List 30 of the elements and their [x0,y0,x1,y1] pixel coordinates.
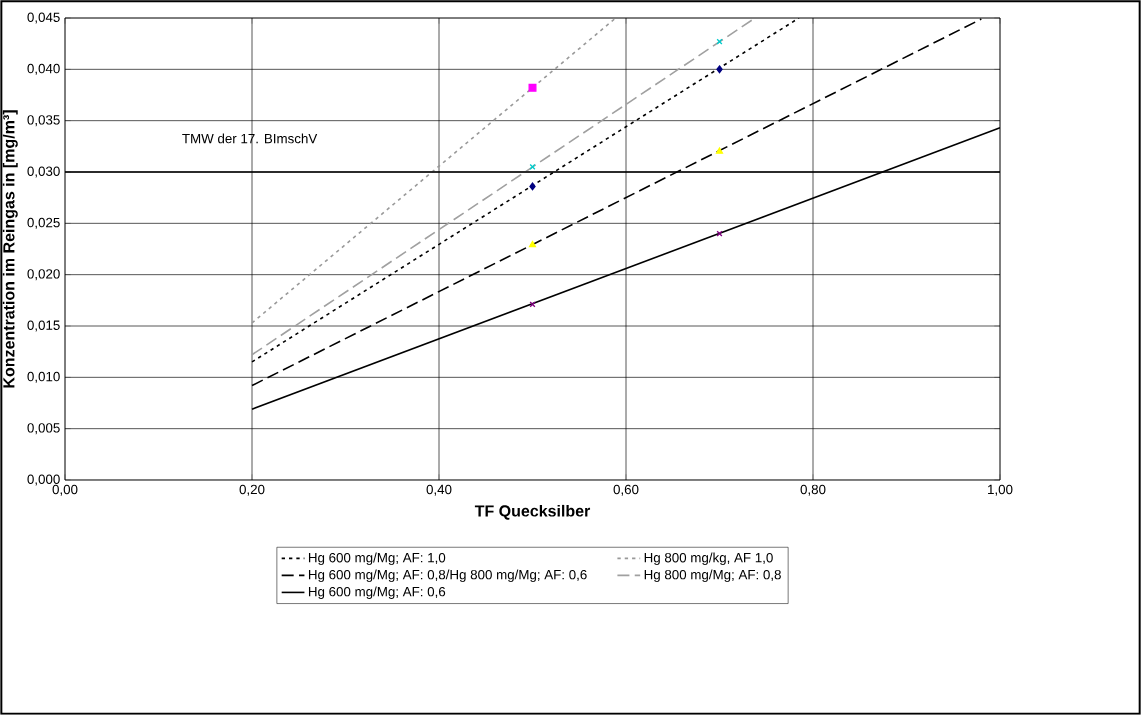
point [528,83,537,92]
y-tick-label: 0,000 [27,474,60,486]
x-tick-label: 0,80 [800,484,826,496]
y-tick-label: 0,045 [27,12,60,24]
y-axis-title: Konzentration im Reingas in [mg/m³] [2,110,18,388]
point [716,65,723,74]
x-tick-label: 0,40 [426,484,452,496]
y-tick-label: 0,010 [27,371,60,383]
y-tick-label: 0,030 [27,166,60,178]
legend-label: Hg 600 mg/Mg; AF: 1,0 [308,552,446,566]
legend-label: Hg 600 mg/Mg; AF: 0,6 [308,586,446,599]
y-tick-label: 0,025 [27,217,60,229]
x-tick-label: 1,00 [988,484,1013,496]
x-axis-title: TF Quecksilber [474,504,591,520]
point [715,147,724,154]
point [529,163,536,170]
y-tick-label: 0,040 [27,63,60,75]
x-tick-label: 0,00 [52,484,78,496]
ref-line-label: TMW der 17. BImschV [182,133,318,144]
point [529,182,536,191]
y-tick-label: 0,020 [27,269,60,281]
x-tick-label: 0,20 [239,484,265,496]
y-tick-label: 0,015 [27,320,60,332]
legend-label: Hg 800 mg/Mg; AF: 0,8 [644,569,781,583]
legend-label: Hg 600 mg/Mg; AF: 0,8/Hg 800 mg/Mg; AF: 0,6 [308,569,587,583]
point [528,240,537,248]
y-tick-label: 0,005 [27,423,60,435]
legend-label: Hg 800 mg/kg, AF 1,0 [644,552,773,566]
x-tick-label: 0,60 [613,484,639,496]
y-tick-label: 0,035 [27,115,60,127]
